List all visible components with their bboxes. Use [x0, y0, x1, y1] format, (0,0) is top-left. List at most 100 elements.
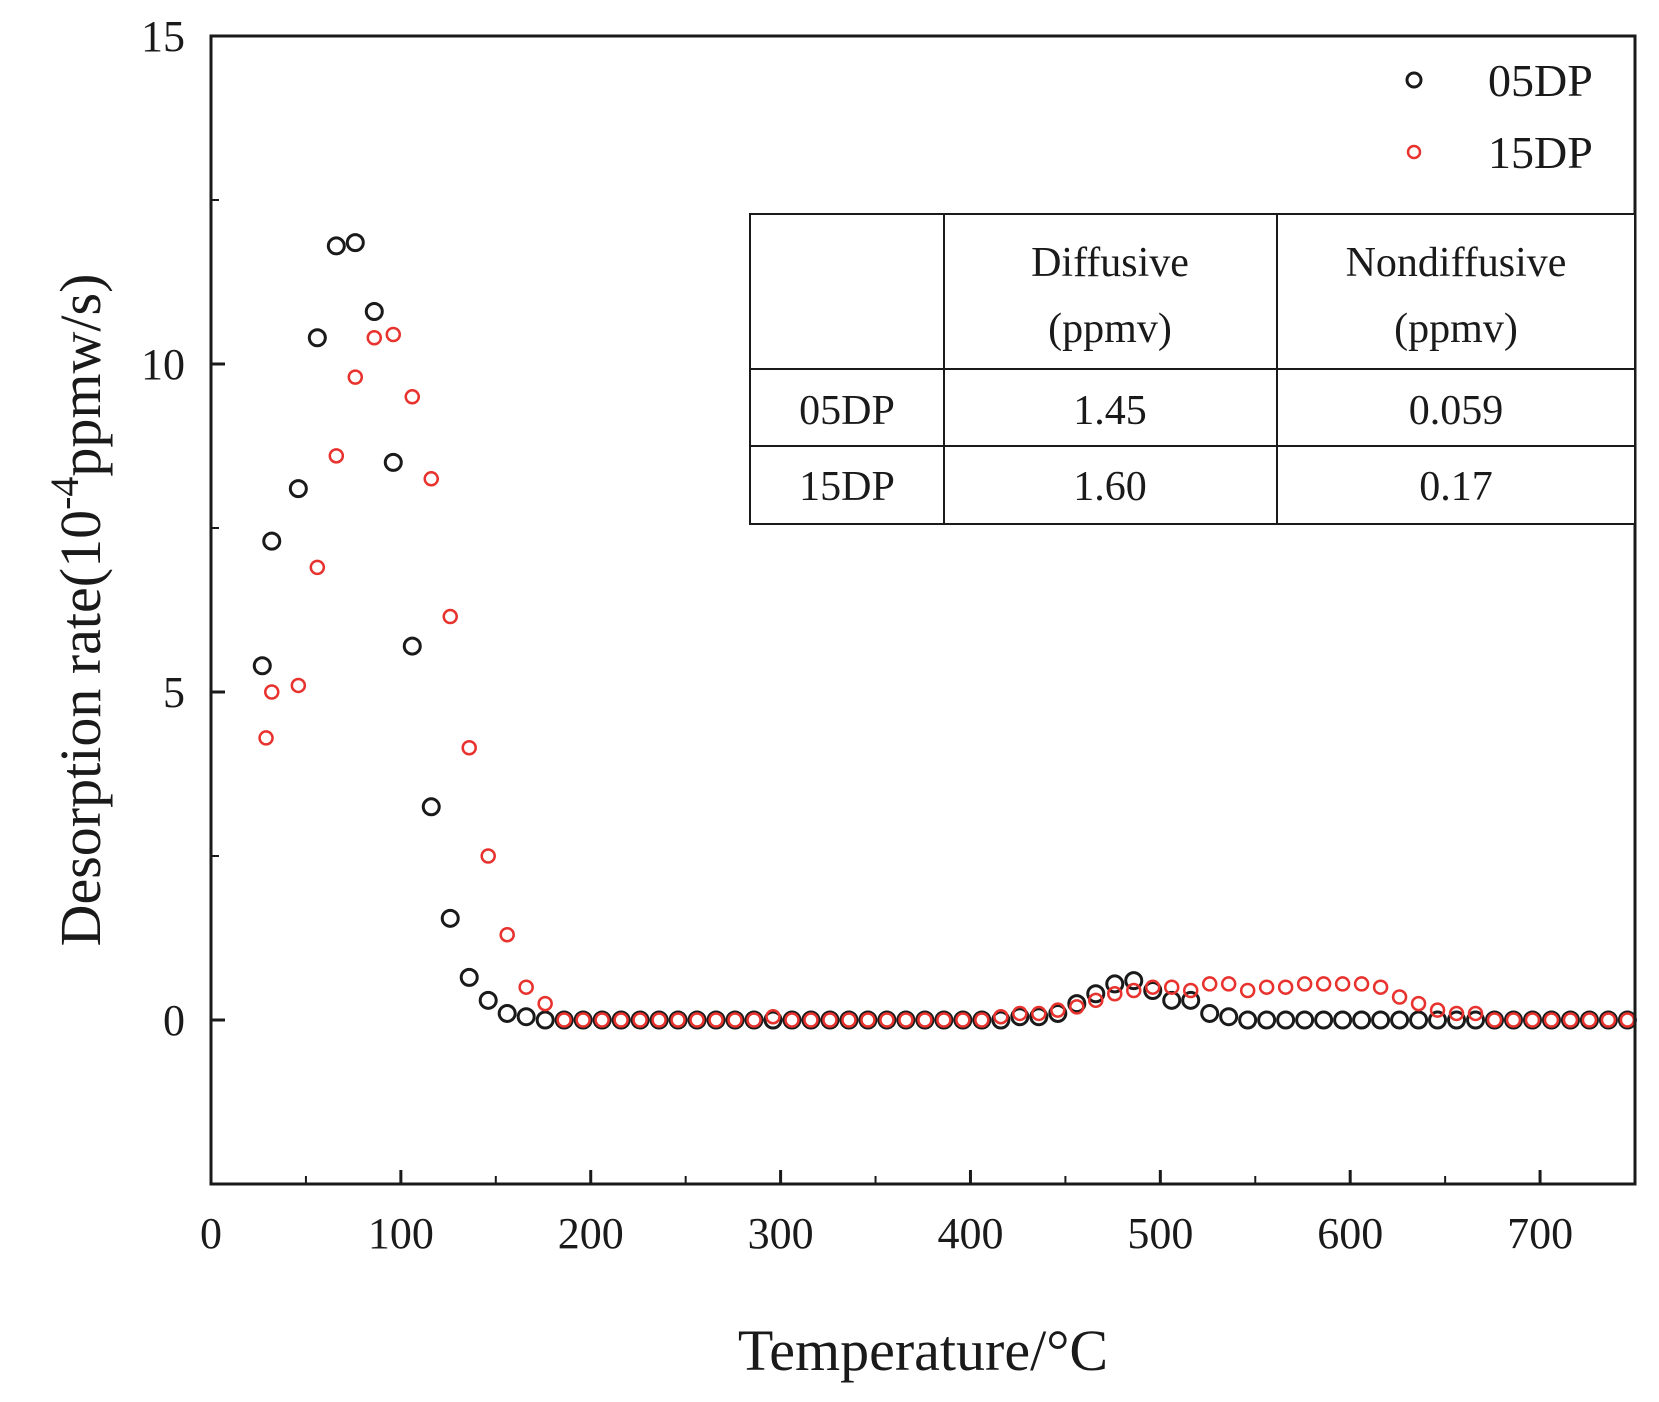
x-tick-label: 200 — [558, 1209, 624, 1258]
data-point-05DP — [288, 479, 308, 499]
data-point-05DP — [820, 1010, 840, 1030]
data-point-15DP — [499, 926, 515, 943]
data-point-15DP — [1258, 979, 1275, 995]
data-point-15DP — [1486, 1012, 1503, 1028]
data-point-05DP — [1390, 1010, 1410, 1030]
data-point-05DP — [1428, 1010, 1448, 1030]
data-point-05DP — [763, 1010, 783, 1030]
data-point-15DP — [1239, 982, 1256, 999]
data-point-15DP — [1277, 979, 1294, 995]
data-point-05DP — [1314, 1010, 1334, 1030]
data-point-05DP — [383, 452, 403, 472]
data-point-05DP — [630, 1010, 650, 1030]
data-point-15DP — [309, 559, 326, 576]
data-point-05DP — [991, 1010, 1011, 1030]
data-point-05DP — [1352, 1010, 1372, 1030]
table-header-nondiffusive-unit: (ppmv) — [1394, 306, 1518, 352]
data-point-05DP — [1484, 1010, 1504, 1030]
data-point-15DP — [442, 608, 458, 625]
data-point-05DP — [1409, 1010, 1429, 1030]
data-point-05DP — [262, 531, 282, 551]
legend: 05DP 15DP — [1405, 55, 1593, 178]
data-point-15DP — [727, 1012, 743, 1028]
table-row-05DP-nondiffusive: 0.059 — [1409, 388, 1504, 434]
data-point-15DP — [556, 1012, 572, 1028]
data-point-15DP — [765, 1008, 781, 1025]
data-point-15DP — [974, 1012, 990, 1028]
x-tick-label: 600 — [1317, 1209, 1383, 1258]
data-point-15DP — [860, 1012, 876, 1028]
data-point-15DP — [1012, 1005, 1028, 1022]
data-point-05DP — [1010, 1007, 1030, 1027]
data-point-05DP — [1219, 1007, 1239, 1027]
data-point-05DP — [440, 908, 460, 928]
data-point-05DP — [1048, 1003, 1068, 1023]
data-point-15DP — [1201, 976, 1218, 992]
data-point-05DP — [1276, 1010, 1296, 1030]
data-point-05DP — [1105, 974, 1125, 994]
inset-table: Diffusive (ppmv) Nondiffusive (ppmv) 05D… — [749, 213, 1636, 525]
data-point-15DP — [423, 471, 439, 487]
data-point-15DP — [670, 1012, 686, 1028]
data-point-05DP — [839, 1010, 859, 1030]
y-tick-label: 15 — [141, 12, 185, 61]
data-point-05DP — [554, 1010, 574, 1030]
series-05DP — [252, 233, 1637, 1030]
data-point-15DP — [404, 389, 421, 405]
x-tick-label: 700 — [1507, 1209, 1573, 1258]
data-point-15DP — [1410, 995, 1427, 1012]
data-point-15DP — [1448, 1005, 1465, 1022]
data-point-05DP — [307, 328, 327, 348]
data-point-05DP — [706, 1010, 726, 1030]
data-point-05DP — [649, 1010, 669, 1030]
table-header-nondiffusive: Nondiffusive — [1346, 240, 1567, 286]
data-point-05DP — [1200, 1003, 1220, 1023]
data-point-15DP — [1505, 1012, 1522, 1028]
data-point-05DP — [326, 236, 346, 256]
data-point-15DP — [784, 1012, 800, 1028]
data-point-05DP — [1333, 1010, 1353, 1030]
data-point-05DP — [953, 1010, 973, 1030]
data-point-15DP — [898, 1012, 914, 1028]
data-point-05DP — [1124, 971, 1144, 991]
data-point-05DP — [364, 302, 384, 322]
data-point-15DP — [632, 1012, 648, 1028]
data-point-05DP — [1466, 1010, 1486, 1030]
y-tick-label: 5 — [163, 668, 185, 717]
data-point-05DP — [573, 1010, 593, 1030]
x-tick-label: 400 — [937, 1209, 1003, 1258]
y-axis-title-superscript: -4 — [42, 477, 87, 510]
data-point-15DP — [1619, 1012, 1636, 1028]
data-point-05DP — [1086, 984, 1106, 1004]
data-point-15DP — [879, 1012, 895, 1028]
table-header-diffusive: Diffusive — [1031, 240, 1189, 286]
table-row-15DP-label: 15DP — [799, 464, 895, 510]
legend-marker-05DP — [1405, 71, 1423, 89]
x-tick-label: 500 — [1127, 1209, 1193, 1258]
data-point-15DP — [1088, 992, 1104, 1009]
data-point-05DP — [725, 1010, 745, 1030]
data-point-15DP — [264, 684, 280, 700]
data-point-15DP — [461, 740, 477, 756]
data-point-05DP — [1598, 1010, 1618, 1030]
data-point-05DP — [1257, 1010, 1277, 1030]
table-header-diffusive-unit: (ppmv) — [1048, 306, 1172, 352]
legend-label-15DP: 15DP — [1488, 127, 1593, 178]
x-axis-title: Temperature/°C — [738, 1318, 1108, 1383]
data-point-15DP — [1334, 976, 1351, 992]
plot-area-frame — [209, 34, 1637, 1186]
data-point-15DP — [1050, 1002, 1066, 1018]
data-point-05DP — [252, 656, 272, 676]
table-row-05DP-label: 05DP — [799, 388, 895, 434]
data-point-15DP — [347, 369, 364, 385]
data-point-05DP — [1162, 990, 1182, 1010]
x-tick-label: 100 — [368, 1209, 434, 1258]
data-point-15DP — [1600, 1012, 1617, 1028]
data-point-15DP — [1107, 986, 1123, 1002]
data-point-15DP — [689, 1012, 705, 1028]
data-point-05DP — [877, 1010, 897, 1030]
data-point-15DP — [594, 1012, 610, 1028]
data-point-05DP — [592, 1010, 612, 1030]
data-point-05DP — [915, 1010, 935, 1030]
data-point-05DP — [668, 1010, 688, 1030]
